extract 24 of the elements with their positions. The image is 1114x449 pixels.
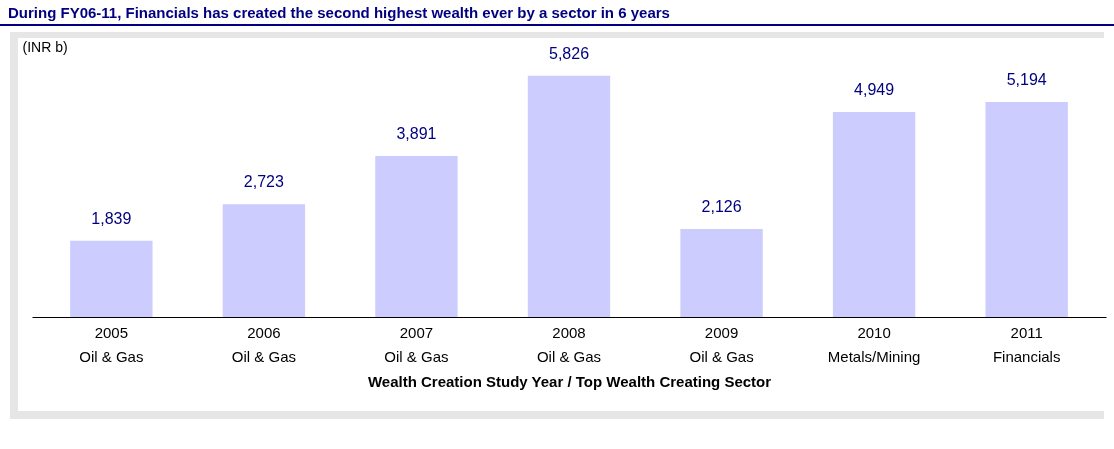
chart-title: During FY06-11, Financials has created the second highest wealth ever by a sector in 6 years [0, 0, 1114, 26]
data-label: 1,839 [91, 209, 132, 227]
x-tick-label: 2005 Oil & Gas [79, 323, 144, 365]
data-label: 3,891 [396, 124, 437, 142]
data-label: 4,949 [854, 81, 895, 99]
bar [70, 240, 153, 317]
data-label: 2,723 [243, 173, 284, 191]
x-tick-label: 2010 Metals/Mining [827, 323, 921, 365]
y-axis-title: (INR b) [22, 38, 68, 55]
bar [527, 75, 611, 317]
bar [985, 101, 1068, 317]
data-label: 2,126 [701, 197, 742, 215]
data-label: 5,826 [548, 44, 590, 62]
bar [680, 228, 763, 317]
data-label: 5,194 [1006, 70, 1047, 88]
x-tick-label: 2008 Oil & Gas [536, 323, 602, 365]
x-tick-label: 2011 Financials [992, 323, 1061, 365]
x-axis-title: Wealth Creation Study Year / Top Wealth Creating Sector [367, 372, 772, 390]
bar [832, 112, 916, 317]
bar [222, 204, 306, 317]
x-tick-label: 2006 Oil & Gas [231, 323, 296, 365]
bar [375, 155, 458, 317]
x-tick-label: 2009 Oil & Gas [689, 323, 754, 365]
x-tick-label: 2007 Oil & Gas [384, 323, 449, 365]
